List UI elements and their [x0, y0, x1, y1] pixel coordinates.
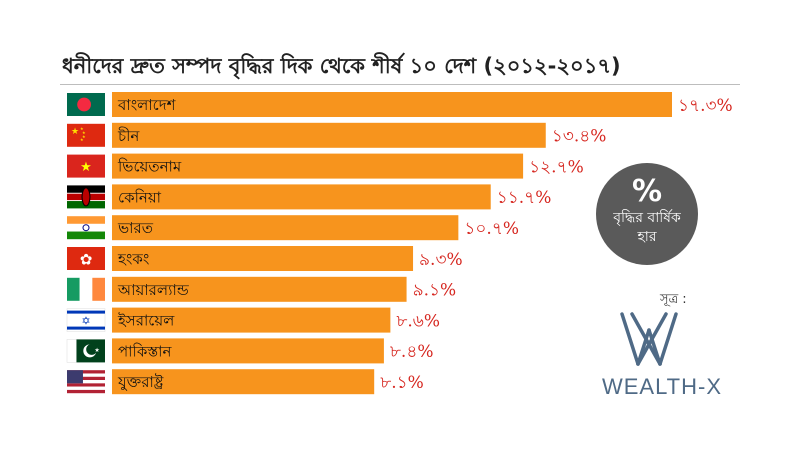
- israel-flag: ✡: [66, 308, 106, 332]
- bar-value-label: ৯.১%: [413, 281, 457, 301]
- vietnam-flag: ★: [67, 154, 105, 178]
- svg-text:★: ★: [80, 137, 84, 142]
- bar: [112, 215, 459, 241]
- title-divider: [60, 84, 740, 85]
- bar: [112, 184, 491, 210]
- bar-value-label: ৮.৪%: [390, 342, 434, 362]
- bar: [112, 276, 407, 302]
- bar-category-label: চীন: [117, 127, 140, 145]
- bar: [112, 369, 375, 395]
- svg-text:★: ★: [82, 130, 86, 135]
- percent-symbol: %: [631, 174, 663, 209]
- bar-value-label: ৯.৩%: [419, 250, 463, 270]
- bar-value-label: ১২.৭%: [529, 157, 584, 177]
- bar: [112, 338, 384, 364]
- bar-value-label: ৮.৬%: [396, 311, 440, 331]
- china-flag: ★ ★★★★: [67, 123, 105, 147]
- svg-text:★: ★: [80, 160, 92, 175]
- badge-caption-line1: বৃদ্ধির বার্ষিক: [613, 210, 681, 226]
- svg-text:★: ★: [82, 134, 86, 139]
- bar-value-label: ১৭.৩%: [678, 96, 733, 116]
- svg-text:✡: ✡: [81, 315, 90, 328]
- bar-value-label: ৮.১%: [380, 373, 424, 393]
- bar-category-label: ইসরায়েল: [117, 312, 175, 330]
- svg-text:★: ★: [94, 347, 99, 354]
- india-flag: [67, 216, 105, 240]
- svg-text:★: ★: [80, 126, 84, 131]
- bar-category-label: ভিয়েতনাম: [117, 158, 182, 176]
- badge-caption-line2: হার: [637, 229, 657, 245]
- brand-name: WEALTH-X: [601, 374, 723, 399]
- bangladesh-flag: [67, 93, 105, 116]
- bar-category-label: বাংলাদেশ: [117, 96, 177, 114]
- bar: [112, 122, 546, 148]
- bar: [112, 92, 672, 117]
- wealthx-logo-icon: [620, 312, 678, 366]
- svg-text:★: ★: [71, 127, 79, 137]
- bar-category-label: আয়ারল্যান্ড: [117, 281, 190, 299]
- ireland-flag: [67, 277, 105, 301]
- bar-value-label: ১০.৭%: [464, 219, 519, 239]
- growth-rate-badge: % বৃদ্ধির বার্ষিক হার: [596, 163, 698, 265]
- bar-category-label: ভারত: [117, 219, 154, 237]
- bar: [112, 153, 524, 179]
- source-label: সূত্র :: [660, 292, 687, 307]
- bar-value-label: ১৩.৪%: [552, 127, 607, 147]
- pakistan-flag: ★: [66, 339, 105, 363]
- hongkong-flag: ✿: [67, 247, 105, 270]
- kenya-flag: [67, 185, 105, 209]
- bar: [112, 307, 391, 333]
- bar-category-label: পাকিস্তান: [118, 342, 172, 360]
- svg-text:✿: ✿: [80, 250, 93, 268]
- usa-flag: [67, 370, 105, 394]
- bar-category-label: কেনিয়া: [118, 188, 162, 206]
- bar-value-label: ১১.৭%: [497, 188, 552, 208]
- bar: [112, 246, 414, 271]
- bar-category-label: যুক্তরাষ্ট্র: [117, 373, 164, 391]
- bar-category-label: হংকং: [117, 250, 149, 268]
- chart-title: ধনীদের দ্রুত সম্পদ বৃদ্ধির দিক থেকে শীর্…: [62, 54, 621, 78]
